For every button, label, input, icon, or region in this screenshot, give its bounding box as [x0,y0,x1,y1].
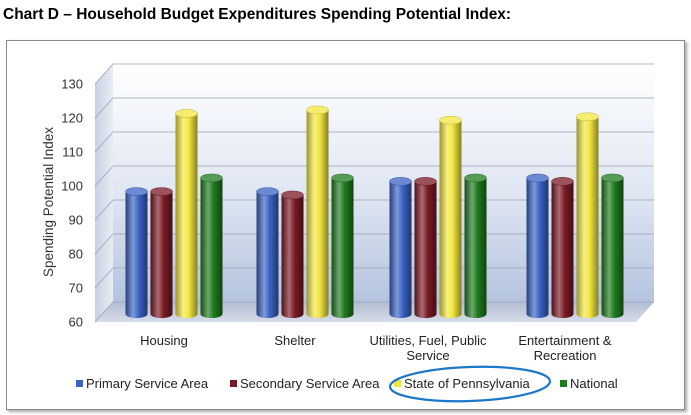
legend-item: Primary Service Area [76,376,209,391]
x-category-label: Service [406,348,449,363]
bar [526,173,549,318]
bar [175,109,198,319]
bar-top [256,187,279,196]
y-tick-label: 130 [61,77,83,92]
bar-top [526,173,549,183]
bar-body [256,191,279,318]
legend-highlight-circle [388,365,552,403]
bar-body [464,178,487,318]
chart-heading: Chart D – Household Budget Expenditures … [3,6,512,23]
legend: Primary Service Area Secondary Service Ar… [76,376,618,391]
bar [389,177,412,318]
y-tick-label: 90 [69,213,83,228]
bar-top [551,177,574,186]
legend-label: State of Pennsylvania [404,376,531,391]
y-axis-ticks: 60 70 80 90 100 110 120 130 [61,77,83,330]
x-category-label: Housing [140,333,188,348]
y-tick-label: 110 [62,145,83,160]
bar [331,173,354,318]
y-axis-label: Spending Potential Index [41,127,56,277]
bar-body [576,116,599,318]
bar-body [200,178,223,318]
bar-top [576,112,599,122]
bar [439,115,462,318]
bar [306,105,329,318]
bar [256,187,279,318]
bar-body [601,178,624,318]
legend-label: National [570,376,618,391]
bar-body [439,120,462,318]
legend-item: Secondary Service Area [230,376,380,391]
x-category-label: Utilities, Fuel, Public [369,333,487,348]
bar-body [526,178,549,318]
bar-top [601,173,624,183]
y-tick-label: 100 [61,179,83,194]
bar-top [125,187,148,196]
bar-body [125,191,148,318]
bar [414,177,437,318]
bar-top [414,177,437,186]
bar-top [306,105,329,115]
bar-top [464,173,487,183]
bar-top [389,177,412,186]
gridline [94,63,654,85]
bar-top [439,115,462,125]
bar-body [331,178,354,318]
bar [281,190,304,318]
gridline [94,97,654,119]
bar [601,173,624,318]
bar-body [551,181,574,318]
legend-item: State of Pennsylvania [394,376,531,391]
bar-body [150,191,173,318]
bar [464,173,487,318]
legend-label: Primary Service Area [86,376,209,391]
legend-swatch [394,380,401,387]
bar [125,187,148,318]
bar-body [389,181,412,318]
legend-swatch [560,380,567,387]
y-tick-label: 80 [69,247,83,262]
gridline [94,165,654,187]
bar [150,187,173,318]
bar-top [331,173,354,183]
legend-label: Secondary Service Area [240,376,380,391]
legend-swatch [230,380,237,387]
x-category-label: Recreation [534,348,597,363]
bar-top [175,109,198,118]
bar-body [306,110,329,318]
y-tick-label: 120 [61,111,83,126]
bar-top [200,173,223,183]
bar-top [281,190,304,200]
bar-body [414,181,437,318]
bar-top [150,187,173,196]
x-category-label: Shelter [274,333,316,348]
y-tick-label: 70 [69,281,83,296]
y-tick-label: 60 [69,315,83,330]
legend-item: National [560,376,618,391]
bar [200,173,223,318]
bar [576,112,599,318]
bar-body [281,195,304,318]
bar-body [175,113,198,319]
bar [551,177,574,318]
legend-swatch [76,380,83,387]
x-category-label: Entertainment & [518,333,612,348]
x-axis-categories: Housing Shelter Utilities, Fuel, PublicSer… [140,333,612,363]
bars [125,105,624,319]
gridline [94,131,654,153]
